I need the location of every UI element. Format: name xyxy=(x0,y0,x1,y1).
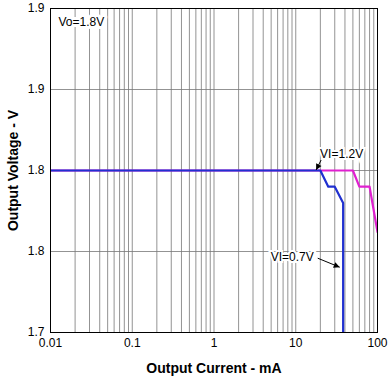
svg-text:1.8: 1.8 xyxy=(28,163,45,177)
svg-text:Output Current - mA: Output Current - mA xyxy=(146,360,281,376)
svg-text:1.9: 1.9 xyxy=(28,1,45,15)
svg-text:100: 100 xyxy=(367,336,387,350)
svg-text:VI=0.7V: VI=0.7V xyxy=(271,250,314,264)
svg-text:Vo=1.8V: Vo=1.8V xyxy=(59,15,105,29)
svg-text:1.8: 1.8 xyxy=(28,244,45,258)
svg-text:0.1: 0.1 xyxy=(124,336,141,350)
svg-text:0.01: 0.01 xyxy=(39,336,63,350)
svg-text:VI=1.2V: VI=1.2V xyxy=(320,147,363,161)
svg-text:10: 10 xyxy=(289,336,303,350)
svg-text:1.7: 1.7 xyxy=(27,325,45,340)
svg-text:1: 1 xyxy=(211,336,218,350)
svg-text:Output Voltage - V: Output Voltage - V xyxy=(5,109,21,231)
svg-text:1.9: 1.9 xyxy=(28,82,45,96)
